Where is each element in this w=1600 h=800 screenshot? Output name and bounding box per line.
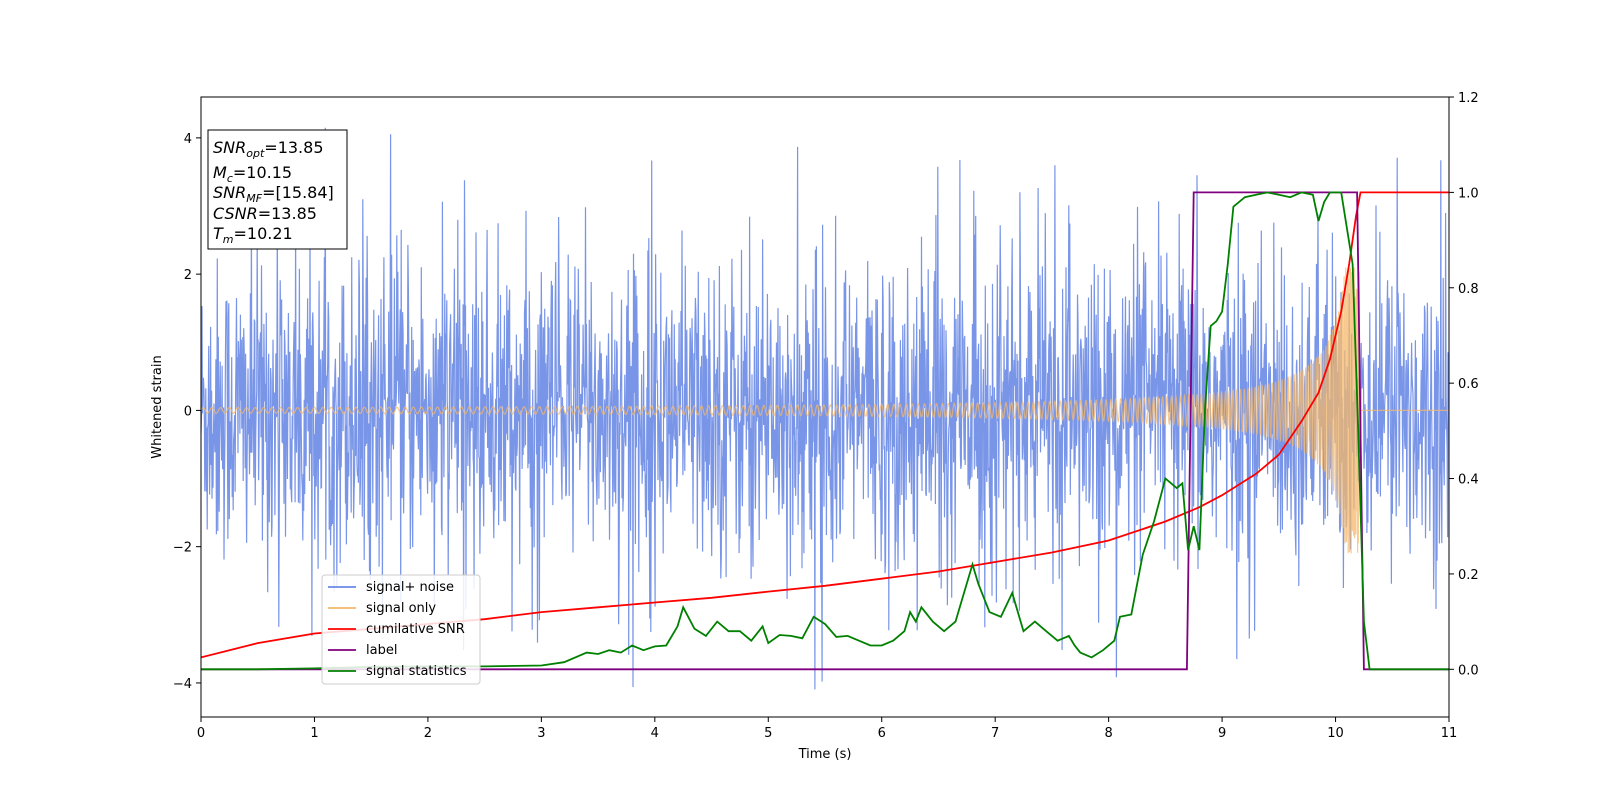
y2-tick-label: 1.0: [1458, 186, 1479, 201]
x-tick-label: 4: [651, 726, 659, 741]
annotation-frame: [207, 129, 348, 250]
x-tick-label: 1: [310, 726, 318, 741]
x-tick-label: 6: [878, 726, 886, 741]
x-tick-label: 0: [197, 726, 205, 741]
y-axis-right: 0.0 0.2 0.4 0.6 0.8 1.0 1.2: [1449, 91, 1479, 678]
x-tick-label: 5: [764, 726, 772, 741]
x-axis-label: Time (s): [798, 747, 852, 762]
x-tick-label: 10: [1327, 726, 1344, 741]
legend-label-signal-only: signal only: [366, 601, 436, 616]
x-tick-label: 11: [1441, 726, 1458, 741]
annotation-line: CSNR=13.85: [213, 204, 317, 223]
y-axis-left: −4 −2 0 2 4: [173, 132, 201, 692]
legend-label-cumilative-snr: cumilative SNR: [366, 622, 465, 637]
x-tick-label: 8: [1104, 726, 1112, 741]
legend-label-signal-noise: signal+ noise: [366, 580, 454, 595]
plot-frame: [200, 96, 1450, 718]
y-tick-label: 0: [184, 404, 192, 419]
y2-tick-label: 0.4: [1458, 473, 1479, 488]
legend-label-label: label: [366, 643, 397, 658]
legend-label-signal-statistics: signal statistics: [366, 664, 467, 679]
y-axis-label: Whitened strain: [150, 355, 165, 458]
y2-tick-label: 0.8: [1458, 282, 1479, 297]
x-tick-label: 7: [991, 726, 999, 741]
x-tick-label: 9: [1218, 726, 1226, 741]
y-tick-label: −4: [173, 677, 192, 692]
x-tick-label: 2: [424, 726, 432, 741]
y-tick-label: 2: [184, 268, 192, 283]
annotation-line: SNRopt=13.85: [213, 138, 324, 160]
series-signal-statistics: [201, 191, 1449, 671]
y2-tick-label: 0.2: [1458, 568, 1479, 583]
annotation-line: Tm=10.21: [213, 224, 293, 246]
y2-tick-label: 1.2: [1458, 91, 1479, 106]
y2-tick-label: 0.0: [1458, 663, 1479, 678]
legend: signal+ noise signal only cumilative SNR la…: [321, 574, 481, 685]
annotation-line: SNRMF=[15.84]: [213, 183, 334, 205]
annotation-box: SNRopt=13.85 Mc=10.15SNRMF=[15.84]CSNR=13…: [207, 129, 348, 250]
annotation-line: Mc=10.15: [213, 163, 292, 185]
x-tick-label: 3: [537, 726, 545, 741]
y-tick-label: 4: [184, 132, 192, 147]
x-axis: 0 1 2 3 4 5 6 7 8 9 10 11: [197, 717, 1457, 741]
series-signal-only: [201, 267, 1449, 554]
legend-frame: [321, 574, 481, 685]
y-tick-label: −2: [173, 541, 192, 556]
y2-tick-label: 0.6: [1458, 377, 1479, 392]
